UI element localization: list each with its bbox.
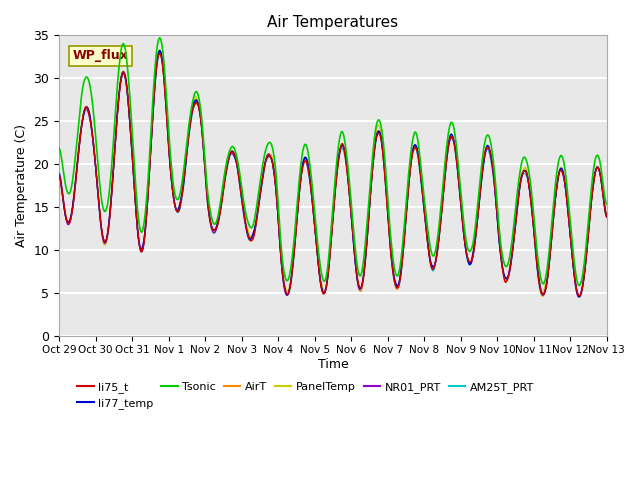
X-axis label: Time: Time bbox=[317, 358, 348, 371]
Legend: li75_t, li77_temp, Tsonic, AirT, PanelTemp, NR01_PRT, AM25T_PRT: li75_t, li77_temp, Tsonic, AirT, PanelTe… bbox=[72, 377, 538, 413]
Y-axis label: Air Temperature (C): Air Temperature (C) bbox=[15, 124, 28, 247]
Title: Air Temperatures: Air Temperatures bbox=[268, 15, 399, 30]
Text: WP_flux: WP_flux bbox=[73, 49, 129, 62]
